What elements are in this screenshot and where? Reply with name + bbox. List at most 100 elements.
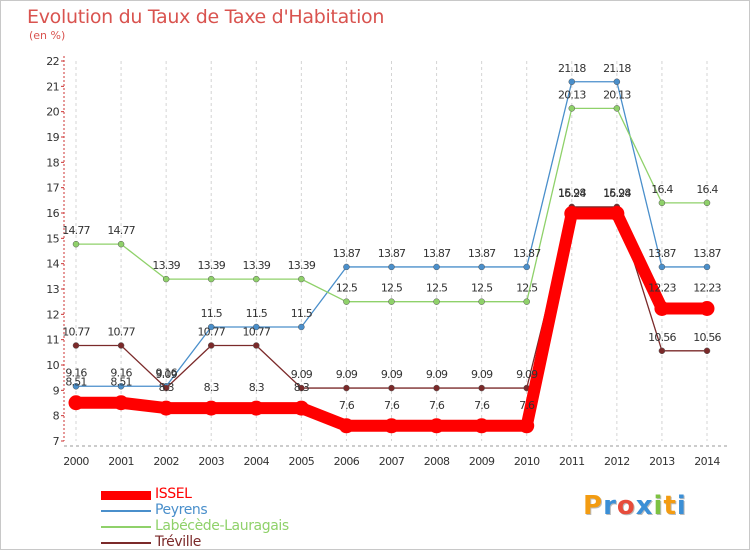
data-label: 12.23 [693, 282, 721, 295]
x-tick-label: 2011 [559, 455, 585, 468]
x-tick-label: 2010 [514, 455, 540, 468]
proxiti-logo: Proxiti [583, 491, 687, 521]
legend-swatch [101, 526, 151, 528]
data-point [72, 240, 80, 248]
data-point [343, 263, 350, 271]
data-label: 13.87 [468, 247, 496, 260]
data-point [162, 275, 170, 283]
data-label: 7.6 [429, 399, 445, 412]
data-label: 10.77 [243, 325, 271, 338]
y-tick-label: 16 [46, 207, 59, 220]
data-point [564, 206, 580, 222]
data-point [658, 263, 666, 271]
logo-letter: i [676, 491, 687, 521]
x-tick-label: 2012 [604, 455, 630, 468]
data-point [253, 275, 260, 283]
data-label: 7.6 [519, 399, 535, 412]
y-tick-label: 8 [53, 410, 60, 423]
x-tick-label: 2014 [694, 455, 720, 468]
data-point [253, 342, 260, 349]
data-label: 13.39 [152, 259, 180, 272]
data-label: 13.87 [378, 247, 406, 260]
data-label: 7.6 [339, 399, 355, 412]
y-tick-label: 12 [46, 308, 59, 321]
data-label: 21.18 [603, 62, 631, 75]
data-label: 13.87 [423, 247, 451, 260]
data-label: 12.5 [336, 282, 358, 295]
data-point [478, 298, 485, 305]
data-label: 13.87 [648, 247, 676, 260]
data-label: 14.77 [62, 224, 90, 237]
x-tick-label: 2008 [424, 455, 450, 468]
data-point [613, 78, 621, 86]
x-tick-label: 2001 [108, 455, 134, 468]
legend-label: Peyrens [155, 502, 208, 518]
data-point [478, 384, 485, 392]
data-label: 8.51 [65, 376, 86, 389]
data-point [298, 323, 305, 331]
data-point [113, 395, 129, 411]
y-tick-label: 9 [53, 384, 60, 397]
data-label: 9.09 [381, 368, 403, 381]
x-tick-label: 2013 [649, 455, 675, 468]
data-point [654, 301, 670, 317]
data-point [298, 384, 305, 392]
data-label: 13.87 [693, 247, 721, 260]
legend-label: Tréville [155, 534, 201, 550]
data-point [343, 384, 350, 392]
y-tick-label: 21 [46, 80, 59, 93]
data-point [248, 400, 264, 416]
data-point [609, 206, 625, 222]
data-label: 9.09 [471, 368, 493, 381]
data-label: 8.3 [159, 381, 175, 394]
data-point [523, 263, 530, 271]
data-point [203, 400, 219, 416]
line-chart: 7 8 9 10 11 12 13 14 15 16 17 18 19 20 21 22 2000 2001 200… [46, 55, 729, 468]
data-point [658, 347, 666, 355]
data-label: 10.77 [197, 325, 225, 338]
data-label: 10.56 [693, 331, 721, 344]
data-point [703, 263, 711, 271]
data-label: 21.18 [558, 62, 586, 75]
data-point [433, 298, 440, 305]
data-label: 9.09 [336, 368, 358, 381]
x-tick-label: 2007 [379, 455, 405, 468]
data-label: 12.5 [381, 282, 403, 295]
logo-letter: P [583, 491, 604, 521]
data-point [117, 383, 125, 390]
data-point [429, 418, 445, 434]
data-label: 15.98 [603, 187, 631, 200]
y-tick-label: 10 [46, 359, 59, 372]
logo-letter: i [653, 491, 664, 521]
x-tick-label: 2005 [289, 455, 315, 468]
data-point [207, 275, 215, 283]
data-label: 14.77 [107, 224, 135, 237]
data-point [72, 383, 80, 390]
data-point [568, 78, 576, 86]
y-tick-label: 18 [46, 156, 59, 169]
data-point [384, 418, 399, 434]
data-point [338, 418, 354, 434]
x-tick-label: 2004 [243, 455, 269, 468]
axes: 7 8 9 10 11 12 13 14 15 16 17 18 19 20 21 22 2000 2001 200… [46, 55, 729, 468]
data-point [703, 199, 711, 207]
x-tick-label: 2000 [63, 455, 89, 468]
data-label: 12.5 [516, 282, 538, 295]
data-point [293, 400, 309, 416]
data-label: 8.3 [249, 381, 265, 394]
data-point [343, 298, 350, 305]
x-tick-label: 2002 [153, 455, 179, 468]
data-label: 16.4 [696, 183, 718, 196]
data-point [72, 342, 80, 349]
data-label: 9.09 [291, 368, 313, 381]
y-tick-label: 19 [46, 131, 59, 144]
data-label: 16.24 [558, 187, 586, 200]
data-point [478, 263, 485, 271]
data-label: 12.5 [426, 282, 448, 295]
x-tick-label: 2009 [469, 455, 495, 468]
data-point [162, 384, 170, 392]
data-label: 20.13 [603, 88, 631, 101]
data-label: 9.16 [155, 366, 177, 379]
data-label: 9.16 [65, 366, 87, 379]
